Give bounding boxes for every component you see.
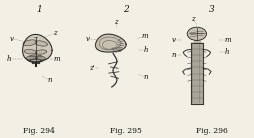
Text: z: z [53, 29, 56, 37]
Text: v: v [9, 35, 13, 43]
Text: m: m [54, 55, 60, 63]
Text: 2: 2 [123, 5, 129, 14]
Text: h: h [7, 55, 11, 63]
Text: n: n [144, 73, 148, 81]
Text: v: v [86, 35, 90, 43]
Polygon shape [23, 34, 52, 62]
Text: z: z [114, 18, 117, 26]
Polygon shape [24, 50, 37, 54]
Text: m: m [141, 32, 148, 40]
Text: Fig. 295: Fig. 295 [110, 127, 142, 135]
Polygon shape [26, 56, 37, 60]
Text: n: n [172, 51, 176, 59]
Polygon shape [35, 56, 45, 60]
Text: z: z [191, 15, 195, 23]
Ellipse shape [30, 59, 41, 62]
Ellipse shape [110, 46, 123, 52]
Polygon shape [96, 34, 126, 52]
Polygon shape [23, 40, 37, 46]
Text: v: v [172, 36, 176, 44]
Polygon shape [36, 50, 47, 54]
Text: Fig. 296: Fig. 296 [196, 127, 228, 135]
Polygon shape [35, 41, 47, 46]
Text: 3: 3 [209, 5, 215, 14]
Text: h: h [225, 48, 230, 56]
Ellipse shape [187, 27, 207, 40]
Text: m: m [224, 36, 231, 44]
Text: h: h [144, 46, 148, 54]
Text: n: n [47, 76, 52, 84]
Text: Fig. 294: Fig. 294 [23, 127, 55, 135]
Text: 1: 1 [37, 5, 42, 14]
Text: z': z' [89, 64, 94, 72]
Ellipse shape [27, 55, 44, 63]
